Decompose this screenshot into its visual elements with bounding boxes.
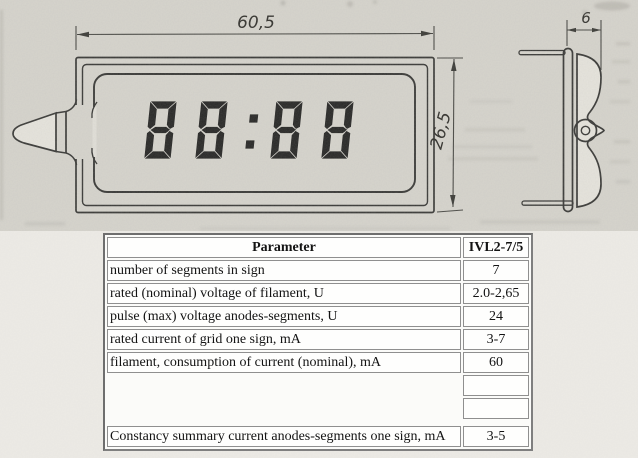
table-row-empty xyxy=(107,375,529,396)
table-row: filament, consumption of current (nomina… xyxy=(107,352,529,373)
value-cell: 3-7 xyxy=(463,329,529,350)
value-cell: 7 xyxy=(463,260,529,281)
table-row: number of segments in sign 7 xyxy=(107,260,529,281)
type-column-header: IVL2-7/5 xyxy=(463,237,529,258)
scan-grain-top xyxy=(0,0,638,231)
param-cell-blank xyxy=(107,398,461,419)
param-cell: number of segments in sign xyxy=(107,260,461,281)
value-cell: 24 xyxy=(463,306,529,327)
value-cell: 3-5 xyxy=(463,426,529,447)
table-row: Constancy summary current anodes-segment… xyxy=(107,426,529,447)
value-cell-empty xyxy=(463,398,529,419)
value-cell: 60 xyxy=(463,352,529,373)
table-spacer-row xyxy=(107,421,529,424)
table-row: pulse (max) voltage anodes-segments, U 2… xyxy=(107,306,529,327)
value-cell: 2.0-2,65 xyxy=(463,283,529,304)
parameter-column-header: Parameter xyxy=(107,237,461,258)
spacer-cell xyxy=(463,421,529,424)
table-header-row: Parameter IVL2-7/5 xyxy=(107,237,529,258)
value-cell-empty xyxy=(463,375,529,396)
parameter-table: Parameter IVL2-7/5 number of segments in… xyxy=(103,233,533,451)
spacer-cell xyxy=(107,421,461,424)
param-cell: filament, consumption of current (nomina… xyxy=(107,352,461,373)
param-cell: rated current of grid one sign, mA xyxy=(107,329,461,350)
param-cell: Constancy summary current anodes-segment… xyxy=(107,426,461,447)
table-row: rated (nominal) voltage of filament, U 2… xyxy=(107,283,529,304)
param-cell: rated (nominal) voltage of filament, U xyxy=(107,283,461,304)
param-cell-blank xyxy=(107,375,461,396)
table-row-empty xyxy=(107,398,529,419)
param-cell: pulse (max) voltage anodes-segments, U xyxy=(107,306,461,327)
table-row: rated current of grid one sign, mA 3-7 xyxy=(107,329,529,350)
